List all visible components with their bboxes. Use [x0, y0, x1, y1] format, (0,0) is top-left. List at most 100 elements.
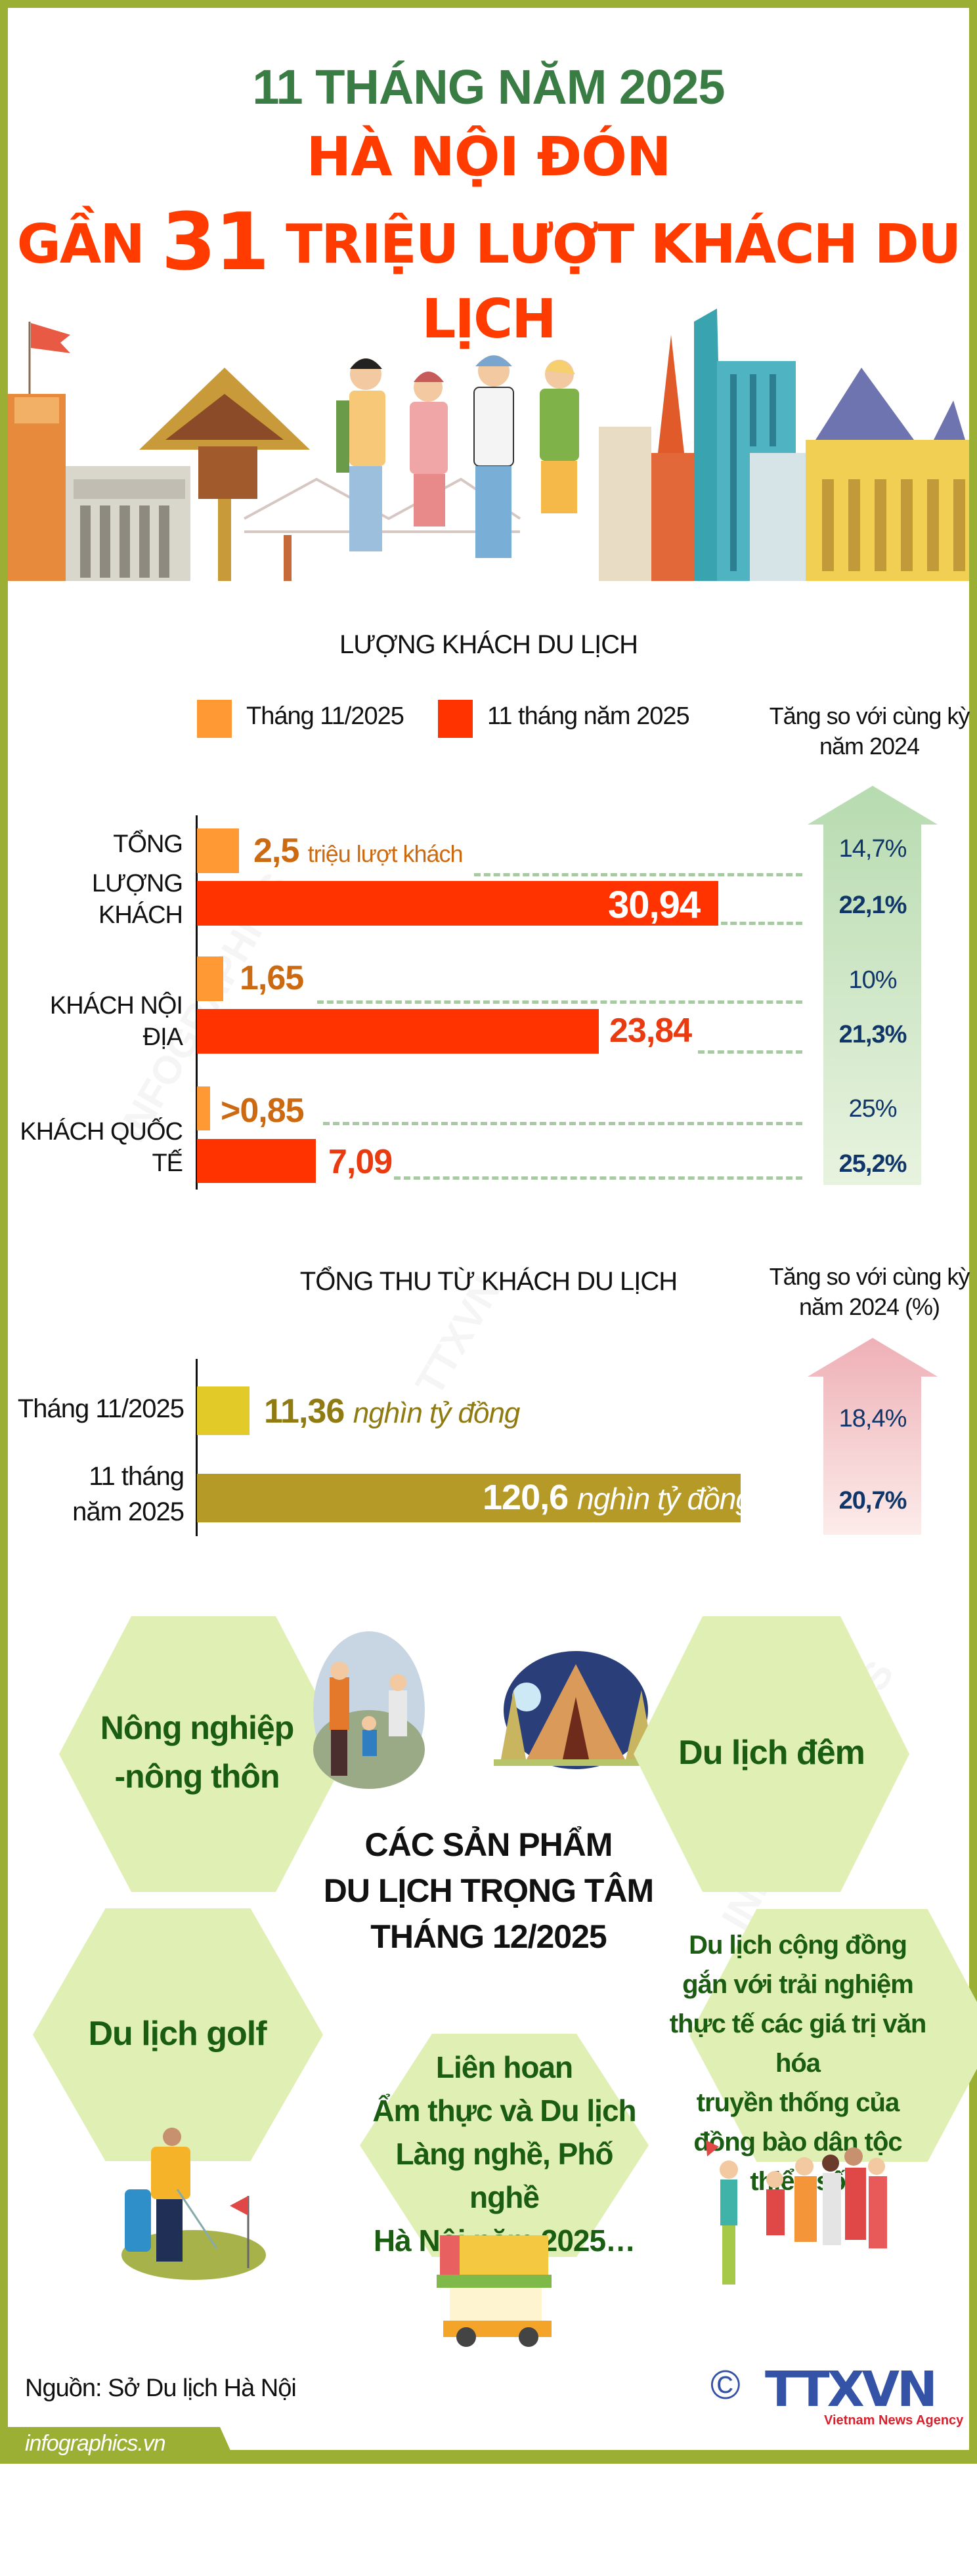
value-number: 120,6 — [483, 1478, 569, 1517]
source-note: Nguồn: Sở Du lịch Hà Nội — [25, 2374, 297, 2402]
copyright-icon: © — [710, 2363, 741, 2408]
compare-header-line1: Tăng so với cùng kỳ — [769, 702, 970, 729]
value-revenue-month: 11,36 nghìn tỷ đồng — [264, 1392, 521, 1431]
product-rural-tourism: Nông nghiệp -nông thôn — [98, 1704, 295, 1801]
bar-domestic-11months — [197, 1009, 599, 1054]
growth-arrow-pink-icon — [808, 1338, 938, 1535]
row-label-domestic: KHÁCH NỘI ĐỊA — [49, 992, 183, 1051]
family-hiking-icon — [313, 1631, 425, 1789]
dashed-leader — [317, 1000, 802, 1004]
row-label-international: KHÁCH QUỐC TẾ — [20, 1118, 183, 1177]
visitors-chart-title: LƯỢNG KHÁCH DU LỊCH — [339, 630, 638, 659]
hanoi-skyline-illustration — [8, 309, 969, 581]
compare-header-line1: Tăng so với cùng kỳ — [769, 1263, 970, 1290]
product-line: Nông nghiệp — [100, 1709, 295, 1746]
dashed-leader — [698, 1050, 802, 1054]
bar-domestic-month — [197, 956, 223, 1001]
product-line: gắn với trải nghiệm — [682, 1970, 914, 1999]
row-label-line2: LƯỢNG KHÁCH — [91, 870, 183, 929]
row-label-line1: 11 tháng — [89, 1462, 185, 1491]
title-line: THÁNG 12/2025 — [370, 1918, 607, 1955]
dashed-leader — [474, 873, 802, 876]
page-border — [0, 0, 977, 2464]
product-line: Ẩm thực và Du lịch — [372, 2093, 636, 2128]
header-title-line1: HÀ NỘI ĐÓN — [306, 126, 671, 188]
revenue-chart-title: TỔNG THU TỪ KHÁCH DU LỊCH — [299, 1267, 678, 1296]
legend-swatch-11months — [438, 700, 473, 738]
footer-strip — [0, 2450, 977, 2464]
row-label-total: TỔNG LƯỢNG KHÁCH — [13, 828, 183, 931]
row-label-revenue-month: Tháng 11/2025 — [17, 1394, 185, 1423]
bar-total-11months — [197, 881, 718, 926]
bar-revenue-11months — [197, 1474, 741, 1522]
golfer-icon — [121, 2128, 266, 2280]
header-suffix: TRIỆU LƯỢT KHÁCH DU LỊCH — [286, 213, 961, 351]
pct-revenue-11months: 20,7% — [838, 1487, 907, 1514]
value-domestic-11months: 23,84 — [609, 1012, 692, 1050]
row-label-line1: TỔNG — [113, 830, 183, 858]
product-food-festival: Liên hoan Ẩm thực và Du lịch Làng nghề, … — [368, 2046, 641, 2262]
hexagon-food-festival — [360, 2034, 649, 2257]
product-line: truyền thống của — [696, 2088, 900, 2117]
value-unit: nghìn tỷ đồng — [353, 1397, 521, 1429]
value-international-month: >0,85 — [221, 1092, 305, 1130]
compare-header-line2: năm 2024 — [819, 733, 920, 760]
pct-total-month: 14,7% — [838, 835, 907, 863]
title-line: DU LỊCH TRỌNG TÂM — [323, 1872, 654, 1909]
value-number: 2,5 — [253, 832, 299, 870]
value-domestic-month: 1,65 — [240, 959, 304, 997]
value-total-11months: 30,94 — [608, 884, 701, 926]
row-label-line2: năm 2025 — [72, 1497, 185, 1526]
bar-international-11months — [197, 1139, 316, 1183]
bar-international-month — [197, 1086, 210, 1130]
compare-header-line2: năm 2024 (%) — [798, 1293, 940, 1320]
product-line: đồng bào dân tộc — [693, 2128, 902, 2157]
row-label-revenue-11months: 11 tháng năm 2025 — [7, 1459, 185, 1530]
camping-tent-icon — [494, 1651, 658, 1769]
ttxvn-logo: TTXVN — [765, 2361, 938, 2418]
header-subtitle: 11 THÁNG NĂM 2025 — [252, 60, 725, 114]
header-prefix: GẦN — [16, 213, 145, 276]
header-title-line2: GẦN 31 TRIỆU LƯỢT KHÁCH DU LỊCH — [0, 197, 977, 351]
tourist-group-icon — [706, 2140, 887, 2285]
product-golf-tourism: Du lịch golf — [88, 2015, 267, 2053]
pct-international-month: 25% — [848, 1095, 897, 1123]
product-line: -nông thôn — [114, 1758, 280, 1795]
product-line: thực tế các giá trị văn hóa — [669, 2009, 927, 2078]
value-total-month: 2,5 triệu lượt khách — [253, 831, 464, 870]
ttxvn-logo-subtitle: Vietnam News Agency — [824, 2413, 964, 2428]
pct-total-11months: 22,1% — [838, 891, 907, 919]
header-highlight-number: 31 — [161, 197, 270, 288]
visitors-chart-axis — [196, 815, 198, 1190]
hexagon-golf-tourism — [33, 1908, 323, 2161]
product-line: Du lịch cộng đồng — [689, 1931, 907, 1960]
revenue-compare-header: Tăng so với cùng kỳ năm 2024 (%) — [762, 1262, 977, 1322]
dashed-leader — [323, 1122, 802, 1125]
visitors-compare-header: Tăng so với cùng kỳ năm 2024 — [762, 701, 977, 762]
product-line: Làng nghề, Phố nghề — [395, 2137, 614, 2214]
pct-domestic-11months: 21,3% — [838, 1021, 907, 1048]
product-line: Liên hoan — [435, 2050, 573, 2084]
bar-total-month — [197, 828, 239, 873]
hexagon-community-tourism — [689, 1909, 977, 2162]
title-line: CÁC SẢN PHẨM — [364, 1826, 613, 1863]
legend-label-11months: 11 tháng năm 2025 — [487, 702, 690, 730]
growth-arrow-green-icon — [808, 786, 938, 1185]
pct-domestic-month: 10% — [848, 966, 897, 994]
revenue-chart-axis — [196, 1359, 198, 1536]
hexagon-night-tourism — [634, 1616, 909, 1892]
value-unit: nghìn tỷ đồng — [577, 1482, 752, 1516]
value-unit: triệu lượt khách — [307, 840, 464, 867]
pct-international-11months: 25,2% — [838, 1150, 907, 1178]
product-night-tourism: Du lịch đêm — [678, 1734, 865, 1772]
dashed-leader — [394, 1176, 802, 1180]
footer-website-link[interactable]: infographics.vn — [25, 2431, 166, 2456]
bar-revenue-month — [197, 1386, 250, 1435]
value-revenue-11months: 120,6 nghìn tỷ đồng — [483, 1477, 752, 1518]
products-section-title: CÁC SẢN PHẨM DU LỊCH TRỌNG TÂM THÁNG 12/… — [302, 1822, 675, 1960]
dashed-leader — [721, 922, 802, 925]
tourists-group — [336, 355, 579, 558]
legend-label-month: Tháng 11/2025 — [246, 702, 404, 730]
pct-revenue-month: 18,4% — [838, 1405, 907, 1432]
value-international-11months: 7,09 — [328, 1143, 393, 1181]
